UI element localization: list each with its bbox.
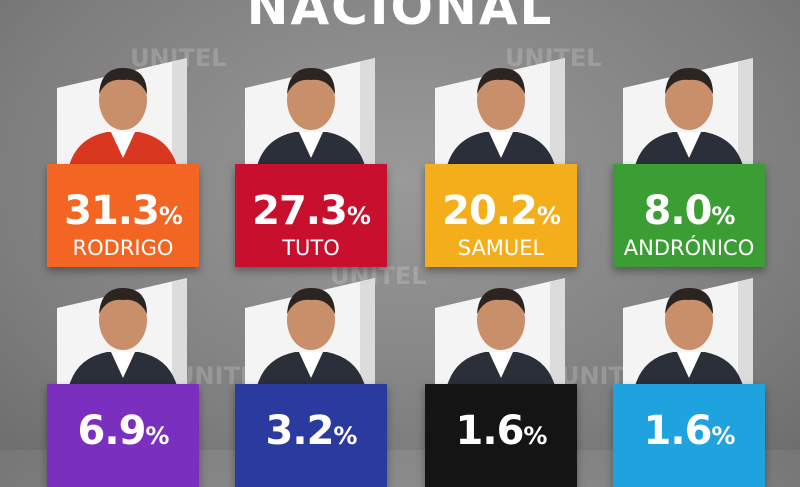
portrait — [245, 58, 375, 166]
candidate-name: TUTO — [282, 236, 340, 260]
result-box: 20.2% SAMUEL — [425, 164, 577, 267]
photo — [613, 278, 765, 386]
percent: 20.2% — [425, 188, 577, 234]
result-box: 3.2% — [235, 384, 387, 487]
portrait — [435, 58, 565, 166]
photo — [235, 278, 387, 386]
result-box: 8.0% ANDRÓNICO — [613, 164, 765, 267]
result-box: 1.6% — [613, 384, 765, 487]
result-box: 27.3% TUTO — [235, 164, 387, 267]
percent: 1.6% — [613, 408, 765, 454]
percent-unit: % — [536, 202, 561, 230]
percent: 8.0% — [613, 188, 765, 234]
percent-value: 1.6 — [643, 408, 713, 454]
percent-value: 1.6 — [455, 408, 525, 454]
percent-unit: % — [346, 202, 371, 230]
photo — [235, 58, 387, 166]
result-box: 6.9% — [47, 384, 199, 487]
percent-value: 6.9 — [77, 408, 147, 454]
percent-value: 8.0 — [643, 188, 713, 234]
percent-unit: % — [711, 422, 735, 450]
candidate-name: RODRIGO — [72, 236, 174, 260]
percent: 3.2% — [235, 408, 387, 454]
portrait — [623, 278, 753, 386]
percent-unit: % — [333, 422, 357, 450]
percent: 6.9% — [47, 408, 199, 454]
percent-unit: % — [711, 202, 735, 230]
percent-value: 31.3 — [64, 188, 160, 234]
portrait — [57, 58, 187, 166]
portrait — [623, 58, 753, 166]
portrait — [435, 278, 565, 386]
result-box: 31.3% RODRIGO — [47, 164, 199, 267]
portrait — [57, 278, 187, 386]
percent-value: 20.2 — [442, 188, 538, 234]
candidate-name: SAMUEL — [457, 236, 545, 260]
portrait — [245, 278, 375, 386]
percent-unit: % — [145, 422, 169, 450]
percent-value: 3.2 — [265, 408, 335, 454]
result-box: 1.6% — [425, 384, 577, 487]
percent-unit: % — [523, 422, 547, 450]
candidate-name: ANDRÓNICO — [623, 236, 755, 260]
photo — [425, 58, 577, 166]
title: NACIONAL — [246, 0, 554, 36]
photo — [47, 58, 199, 166]
photo — [47, 278, 199, 386]
percent-unit: % — [158, 202, 183, 230]
percent: 31.3% — [47, 188, 199, 234]
percent: 1.6% — [425, 408, 577, 454]
percent-value: 27.3 — [252, 188, 348, 234]
photo — [613, 58, 765, 166]
percent: 27.3% — [235, 188, 387, 234]
photo — [425, 278, 577, 386]
